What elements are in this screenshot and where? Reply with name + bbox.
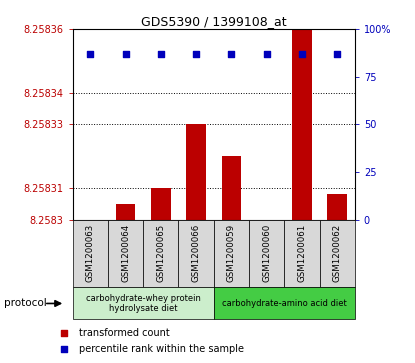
Point [122, 51, 129, 57]
Text: GSM1200062: GSM1200062 [333, 224, 342, 282]
Point [228, 51, 235, 57]
Point [157, 51, 164, 57]
Bar [249, 220, 284, 287]
Text: transformed count: transformed count [79, 328, 170, 338]
Bar [222, 156, 241, 220]
Bar [284, 220, 320, 287]
Text: GSM1200066: GSM1200066 [192, 224, 200, 282]
Point [193, 51, 200, 57]
Bar [151, 188, 171, 220]
Bar [116, 204, 135, 220]
Point [299, 51, 305, 57]
Title: GDS5390 / 1399108_at: GDS5390 / 1399108_at [141, 15, 286, 28]
Bar [178, 220, 214, 287]
Bar [327, 194, 347, 220]
Text: GSM1200059: GSM1200059 [227, 224, 236, 282]
Text: GSM1200061: GSM1200061 [298, 224, 306, 282]
Bar [73, 220, 108, 287]
Text: GSM1200063: GSM1200063 [86, 224, 95, 282]
Point [87, 51, 94, 57]
Bar [186, 124, 206, 220]
Point [61, 346, 67, 352]
Text: GSM1200060: GSM1200060 [262, 224, 271, 282]
Text: carbohydrate-amino acid diet: carbohydrate-amino acid diet [222, 299, 347, 308]
Bar [214, 220, 249, 287]
Point [264, 51, 270, 57]
Text: carbohydrate-whey protein
hydrolysate diet: carbohydrate-whey protein hydrolysate di… [86, 294, 200, 313]
Bar [73, 287, 214, 319]
Text: GSM1200065: GSM1200065 [156, 224, 165, 282]
Text: percentile rank within the sample: percentile rank within the sample [79, 344, 244, 354]
Bar [108, 220, 143, 287]
Bar [143, 220, 178, 287]
Point [61, 330, 67, 336]
Point [334, 51, 341, 57]
Text: protocol: protocol [4, 298, 47, 309]
Bar [320, 220, 355, 287]
Bar [292, 29, 312, 220]
Bar [214, 287, 355, 319]
Text: GSM1200064: GSM1200064 [121, 224, 130, 282]
